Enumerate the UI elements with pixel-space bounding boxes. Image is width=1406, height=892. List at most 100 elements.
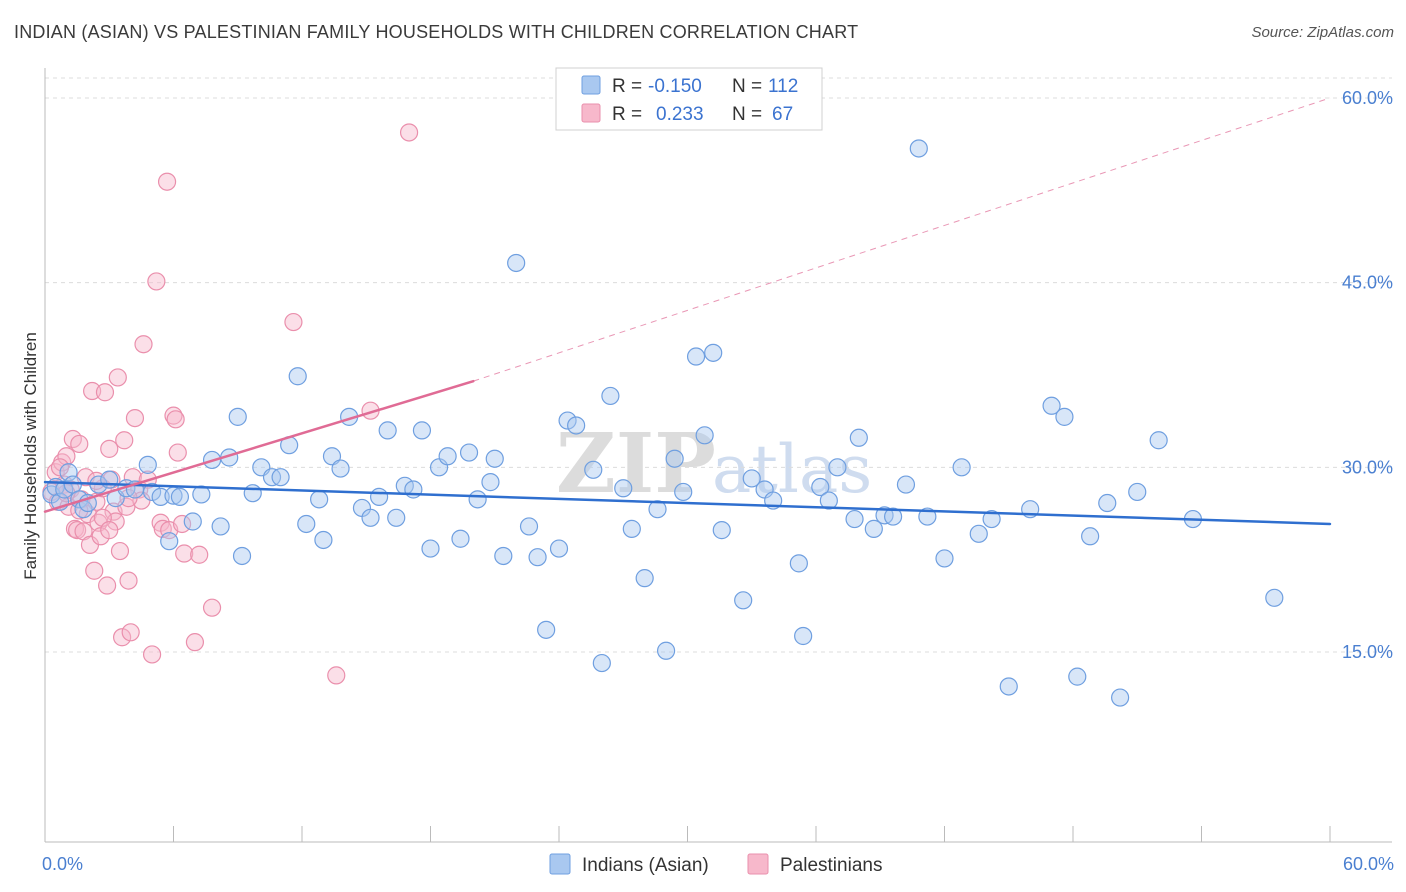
source-label: Source: ZipAtlas.com (1251, 24, 1394, 41)
bottom-legend-label-indians: Indians (Asian) (582, 855, 709, 876)
point-indians-53 (481, 473, 500, 492)
tick-labels: 15.0% 30.0% 45.0% 60.0% 0.0% 60.0% (42, 88, 1394, 874)
point-indians-32 (288, 367, 307, 386)
point-indians-96 (969, 524, 988, 543)
point-palestinians-53 (185, 633, 205, 652)
point-palestinians-50 (168, 443, 187, 462)
point-indians-67 (622, 519, 641, 538)
point-indians-43 (387, 508, 406, 527)
point-indians-52 (468, 490, 487, 509)
point-indians-63 (584, 460, 603, 479)
point-palestinians-29 (108, 368, 127, 387)
point-palestinians-52 (175, 544, 194, 563)
bottom-legend-swatch-indians (549, 853, 571, 875)
point-indians-73 (686, 347, 706, 366)
point-indians-87 (849, 428, 868, 447)
point-palestinians-51 (172, 514, 192, 534)
point-indians-68 (635, 569, 654, 588)
point-indians-60 (549, 539, 569, 558)
point-indians-75 (704, 343, 723, 362)
point-indians-51 (459, 443, 479, 462)
point-indians-56 (507, 253, 526, 273)
point-indians-46 (412, 421, 432, 440)
point-indians-90 (883, 507, 903, 526)
point-indians-74 (695, 426, 714, 445)
point-palestinians-35 (121, 623, 140, 642)
y-tick-label-30: 30.0% (1342, 457, 1393, 477)
y-tick-label-15: 15.0% (1342, 642, 1393, 662)
point-indians-78 (742, 469, 761, 488)
point-indians-41 (370, 487, 389, 506)
point-indians-97 (982, 509, 1001, 529)
point-indians-54 (485, 449, 504, 468)
series-legend: Indians (Asian) Palestinians (549, 853, 882, 876)
point-indians-64 (592, 653, 611, 673)
series-indians-points (42, 139, 1284, 707)
point-indians-66 (614, 479, 633, 498)
point-palestinians-65 (100, 521, 119, 540)
point-indians-20 (183, 512, 202, 531)
bottom-legend-label-palestinians: Palestinians (780, 855, 882, 876)
point-indians-23 (211, 517, 230, 536)
point-indians-55 (494, 546, 513, 566)
trend-extension-palestinians (473, 97, 1331, 382)
point-palestinians-40 (134, 335, 153, 354)
legend-swatch-pink (581, 103, 601, 123)
legend-r-value-2: 0.233 (656, 104, 704, 125)
point-indians-40 (361, 508, 380, 527)
y-tick-label-60: 60.0% (1342, 88, 1393, 108)
point-palestinians-32 (115, 431, 134, 450)
legend-swatch-blue (581, 75, 601, 95)
legend-n-label-1: N = (732, 76, 762, 97)
gridlines (45, 77, 1392, 653)
point-palestinians-56 (284, 312, 303, 332)
point-palestinians-5 (57, 447, 76, 466)
point-indians-15 (142, 482, 162, 502)
point-indians-49 (438, 447, 457, 466)
point-indians-95 (952, 458, 971, 477)
trend-line-palestinians (43, 379, 475, 513)
point-indians-71 (665, 449, 684, 468)
point-indians-72 (674, 482, 693, 502)
point-indians-58 (528, 548, 547, 567)
point-indians-70 (656, 641, 676, 660)
point-indians-34 (310, 490, 329, 509)
point-indians-3 (55, 480, 74, 499)
legend-r-label-1: R = (612, 76, 642, 97)
point-palestinians-34 (119, 571, 138, 590)
trend-line-indians (43, 480, 1332, 526)
point-indians-36 (322, 447, 342, 466)
point-indians-102 (1068, 667, 1087, 686)
point-palestinians-43 (147, 272, 166, 291)
point-indians-26 (232, 546, 252, 566)
point-indians-16 (151, 487, 170, 506)
point-indians-98 (999, 677, 1018, 696)
point-palestinians-24 (98, 576, 117, 595)
point-palestinians-18 (85, 561, 104, 580)
point-palestinians-46 (157, 172, 177, 191)
point-indians-106 (1128, 482, 1147, 502)
point-indians-47 (421, 539, 440, 558)
point-indians-25 (228, 407, 247, 426)
point-palestinians-30 (110, 541, 130, 561)
point-palestinians-11 (70, 434, 89, 454)
point-indians-65 (601, 386, 620, 406)
x-tick-label-max: 60.0% (1343, 854, 1394, 874)
point-palestinians-37 (125, 408, 145, 428)
correlation-legend: R = -0.150 N = 112 R = 0.233 N = 67 (555, 67, 823, 131)
point-indians-62 (567, 416, 586, 435)
legend-r-value-1: -0.150 (648, 76, 702, 97)
point-palestinians-49 (166, 410, 185, 429)
point-indians-42 (378, 421, 397, 440)
point-palestinians-17 (83, 381, 102, 401)
point-indians-30 (271, 468, 290, 487)
point-indians-19 (170, 487, 190, 506)
point-indians-50 (451, 529, 470, 548)
y-axis-label: Family Households with Children (21, 332, 40, 580)
point-indians-35 (314, 530, 333, 550)
watermark-zip: ZIP (556, 416, 716, 512)
point-indians-84 (819, 491, 838, 510)
point-indians-21 (192, 485, 211, 504)
point-indians-82 (794, 626, 813, 646)
